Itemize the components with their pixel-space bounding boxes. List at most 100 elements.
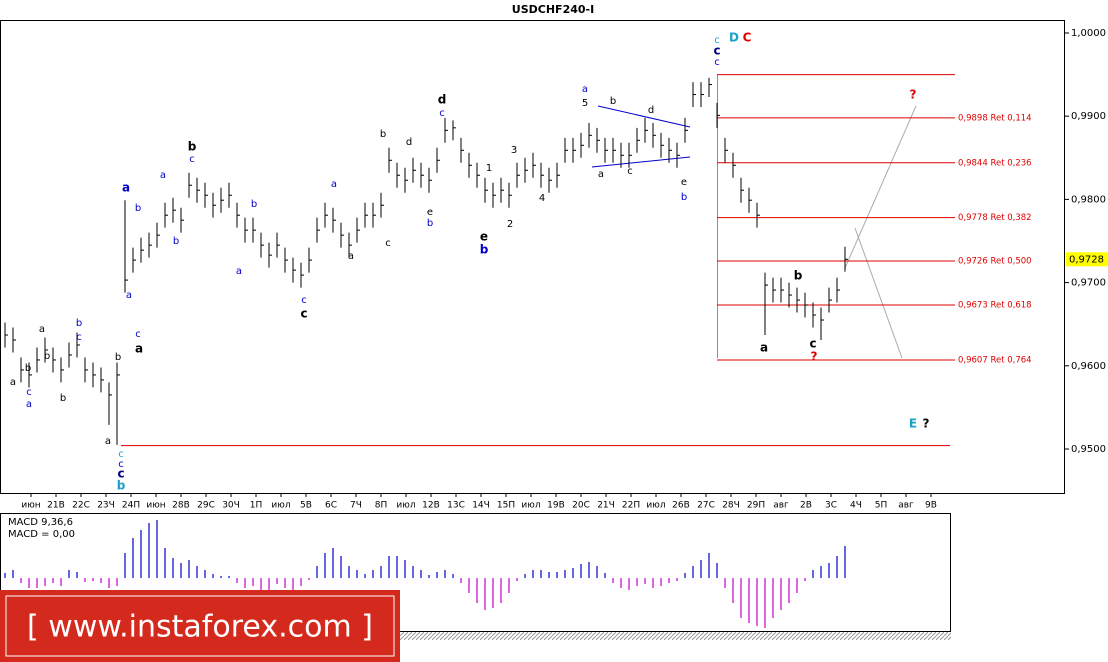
wave-label: c [627,166,633,177]
wave-label: c [189,154,195,165]
wave-label: b [610,96,616,107]
wave-label: ? [923,417,930,431]
wave-label: E [909,417,917,431]
wave-label: c [117,467,124,481]
wave-label: 3 [511,145,517,156]
x-tick-label: июл [396,501,415,511]
wave-label: b [251,199,257,210]
wave-label: a [160,170,166,181]
wave-label: e [480,230,488,244]
triangle-line [597,105,691,128]
wave-label: c [118,449,124,460]
x-tick-label: 12В [422,501,440,511]
chart-title: USDCHF240-I [512,3,594,16]
x-tick-label: июн [21,501,40,511]
fib-label: 0,9898 Ret 0,114 [958,113,1032,123]
y-tick-label: 0,9600 [1071,361,1106,372]
wave-label: a [582,84,588,95]
x-tick-label: 22С [72,501,90,511]
x-tick-label: авг [773,501,789,511]
wave-label: e [681,177,687,188]
x-tick-label: 9В [925,501,937,511]
wave-label: C [743,31,752,45]
wave-label: c [809,337,816,351]
x-tick-label: 5В [300,501,312,511]
y-tick-label: 0,9900 [1071,111,1106,122]
wave-label: 5 [582,98,588,109]
x-tick-label: 7Ч [350,501,362,511]
wave-label: b [173,236,179,247]
wave-label: a [122,181,130,195]
x-tick-label: 28Ч [722,501,740,511]
x-tick-label: 14Ч [472,501,490,511]
wave-label: 2 [507,219,513,230]
wave-label: c [439,108,445,119]
x-tick-label: 1П [250,501,263,511]
x-tick-label: 21В [47,501,65,511]
wave-label: c [301,295,307,306]
macd-frame [0,513,951,632]
wave-label: D [729,31,739,45]
wave-label: ? [910,88,917,102]
wave-label: e [427,207,433,218]
wave-label: c [713,44,720,58]
wave-label: a [236,266,242,277]
macd-subtitle: MACD = 0,00 [8,529,75,540]
wave-label: a [105,436,111,447]
x-tick-label: 21Ч [597,501,615,511]
macd-title: MACD 9,36,6 [8,517,73,528]
wave-label: b [76,318,82,329]
x-tick-label: авг [898,501,914,511]
wave-label: b [794,269,803,283]
logo-border [5,595,395,657]
x-tick-label: 8П [375,501,388,511]
x-tick-label: 28В [172,501,190,511]
wave-label: b [25,363,31,374]
x-tick-label: 6С [325,501,337,511]
hatch [400,632,951,640]
x-tick-label: июл [521,501,540,511]
wave-label: a [126,290,132,301]
fib-label: 0,9844 Ret 0,236 [958,158,1032,168]
x-tick-label: 13С [447,501,465,511]
wave-label: c [300,307,307,321]
wave-label: b [115,352,121,363]
x-tick-label: 30Ч [222,501,240,511]
wave-label: b [188,140,197,154]
x-tick-label: 29П [747,501,765,511]
last-price-box [1066,252,1108,267]
x-tick-label: 15П [497,501,515,511]
triangle-line [591,156,691,168]
x-tick-label: 5П [875,501,888,511]
wave-label: a [10,377,16,388]
wave-label: b [60,393,66,404]
logo: [ www.instaforex.com ] [0,590,400,662]
x-tick-label: 19В [547,501,565,511]
y-tick-label: 0,9700 [1071,278,1106,289]
fib-label: 0,9726 Ret 0,500 [958,256,1032,266]
wave-label: d [406,137,412,148]
wave-label: 1 [486,163,492,174]
x-tick-label: июн [146,501,165,511]
y-tick-label: 0,9800 [1071,194,1106,205]
x-tick-label: 26В [672,501,690,511]
wave-label: b [44,351,50,362]
wave-label: a [39,324,45,335]
wave-label: c [385,238,391,249]
y-tick-label: 1,0000 [1071,28,1106,39]
x-tick-label: 20С [572,501,590,511]
fib-label: 0,9607 Ret 0,764 [958,355,1032,365]
x-tick-label: 2В [800,501,812,511]
projection-line [854,227,903,359]
wave-label: b [427,218,433,229]
wave-label: c [714,35,720,46]
x-tick-label: 3С [825,501,837,511]
logo-box [0,590,400,662]
x-tick-label: 22П [622,501,640,511]
logo-text: [ www.instaforex.com ] [27,610,373,645]
wave-label: a [331,179,337,190]
projection-line [844,105,917,269]
last-price-label: 0,9728 [1069,254,1104,265]
wave-label: b [681,192,687,203]
